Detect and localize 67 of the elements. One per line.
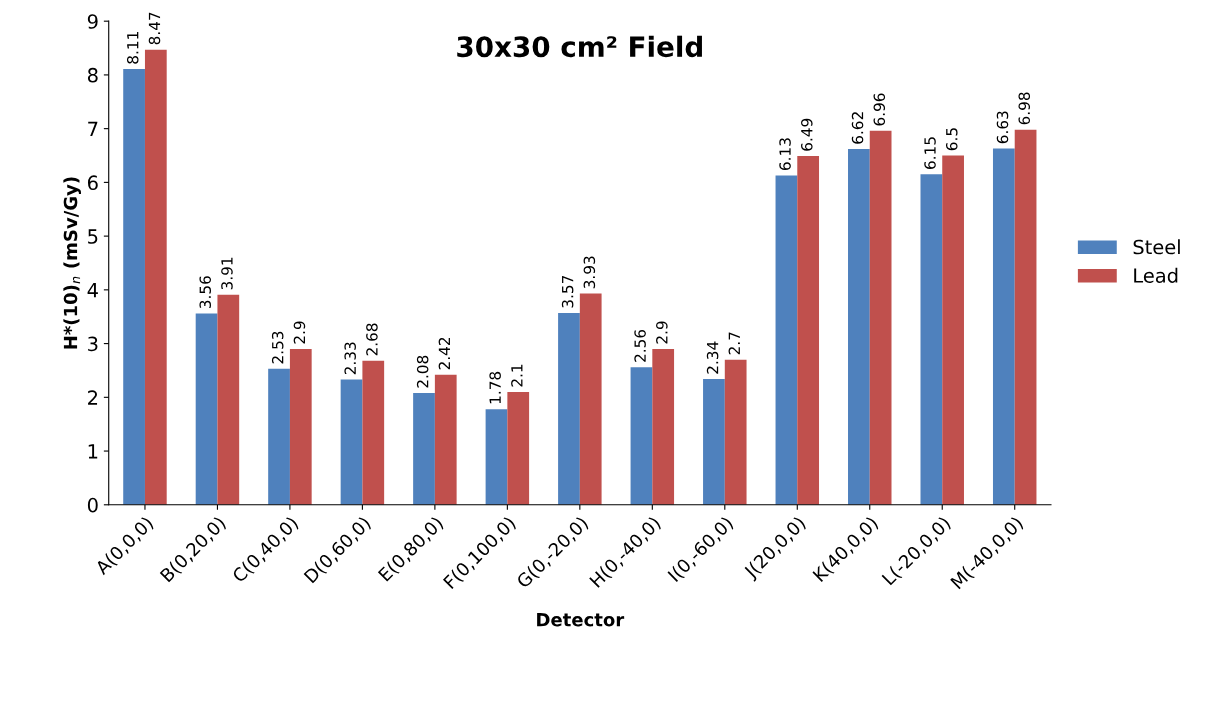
data-label: 8.47 [148, 12, 161, 45]
bar [848, 149, 870, 505]
bar [434, 374, 457, 505]
bar [869, 130, 892, 505]
data-label: 6.13 [779, 138, 791, 171]
y-tick-label: 5 [88, 229, 98, 244]
y-tick-label: 9 [87, 14, 98, 29]
y-tick-label: 8 [87, 67, 98, 83]
bar [362, 360, 385, 505]
data-label: 6.96 [873, 93, 886, 126]
y-tick-label: 3 [88, 336, 98, 352]
data-label: 2.42 [438, 337, 450, 370]
data-label: 6.63 [996, 111, 1009, 144]
data-label: 6.98 [1018, 92, 1031, 125]
bar [920, 174, 943, 505]
bar [217, 294, 240, 505]
bar [775, 175, 798, 505]
bar [268, 368, 290, 505]
data-label: 2.9 [656, 321, 668, 344]
legend-label: Steel [1133, 239, 1180, 255]
data-label: 2.68 [366, 323, 378, 356]
data-label: 2.53 [271, 331, 284, 364]
bar [630, 367, 653, 505]
bar [942, 155, 964, 505]
data-label: 6.62 [851, 112, 864, 144]
bar [289, 348, 312, 505]
bar [1014, 129, 1037, 505]
data-label: 2.9 [293, 321, 306, 344]
y-tick-label: 7 [88, 121, 98, 137]
data-label: 3.91 [221, 257, 233, 290]
bar [703, 379, 725, 505]
data-label: 3.56 [199, 276, 211, 309]
bar [485, 409, 508, 505]
bar [797, 156, 820, 505]
bar [652, 348, 675, 505]
bar [507, 391, 530, 505]
y-axis-title: H*(10)$_{n}$ (mSv/Gy) [63, 177, 81, 349]
bar [992, 148, 1015, 505]
data-label: 2.56 [634, 329, 646, 362]
data-label: 2.33 [344, 342, 356, 375]
bar [340, 379, 363, 505]
data-label: 6.5 [945, 128, 958, 151]
bar [558, 312, 580, 505]
chart-title: 30x30 cm² Field [457, 35, 702, 58]
data-label: 3.57 [561, 275, 574, 308]
data-label: 2.7 [728, 332, 740, 355]
data-label: 1.78 [489, 371, 501, 404]
x-axis-title: Detector [537, 613, 625, 627]
bar [123, 69, 145, 505]
bar [144, 49, 167, 505]
data-label: 2.1 [511, 364, 523, 387]
y-tick-label: 1 [88, 444, 98, 459]
bar [724, 359, 747, 505]
bar [195, 313, 218, 505]
y-tick-label: 0 [87, 497, 98, 513]
data-label: 3.93 [583, 256, 596, 289]
legend-label: Lead [1134, 267, 1178, 283]
data-label: 2.34 [706, 341, 719, 374]
data-label: 6.49 [801, 118, 813, 151]
y-tick-label: 4 [87, 283, 98, 298]
y-tick-label: 6 [87, 175, 98, 191]
bar [579, 293, 602, 505]
data-label: 2.08 [416, 355, 429, 388]
data-label: 8.11 [126, 32, 139, 64]
y-tick-label: 2 [88, 390, 98, 405]
data-label: 6.15 [924, 137, 936, 169]
bar [413, 393, 435, 505]
